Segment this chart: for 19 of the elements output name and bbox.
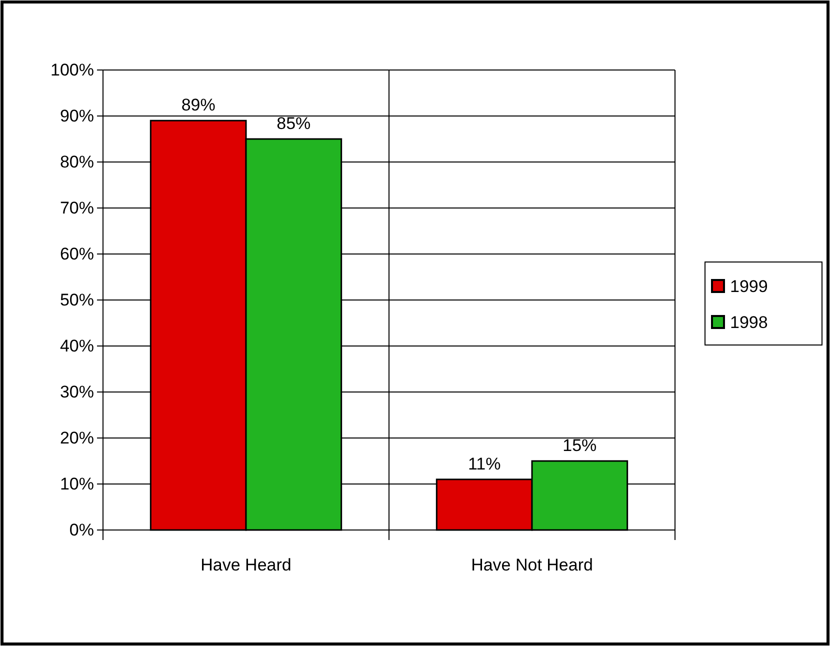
text: 15%	[562, 436, 597, 455]
y-tick-label: 10%	[60, 474, 94, 494]
y-tick-label: 0%	[69, 520, 94, 540]
x-tick-label: Have Heard	[200, 555, 292, 574]
y-tick-label: 40%	[60, 336, 94, 356]
y-tick-label: 90%	[60, 106, 94, 126]
y-tick-label: 60%	[60, 244, 94, 264]
y-tick-label: 100%	[50, 60, 94, 80]
legend-label: 1998	[730, 313, 768, 332]
text: 11%	[468, 454, 501, 474]
text: 89%	[181, 96, 216, 115]
y-tick-label: 80%	[60, 152, 94, 172]
y-tick-label: 20%	[60, 428, 94, 448]
y-tick-label: 70%	[60, 198, 94, 218]
x-tick-label: Have Not Heard	[471, 555, 593, 574]
text: 85%	[276, 114, 311, 133]
y-tick-label: 30%	[60, 382, 94, 402]
y-tick-label: 50%	[60, 290, 94, 310]
legend-label: 1999	[730, 277, 768, 296]
